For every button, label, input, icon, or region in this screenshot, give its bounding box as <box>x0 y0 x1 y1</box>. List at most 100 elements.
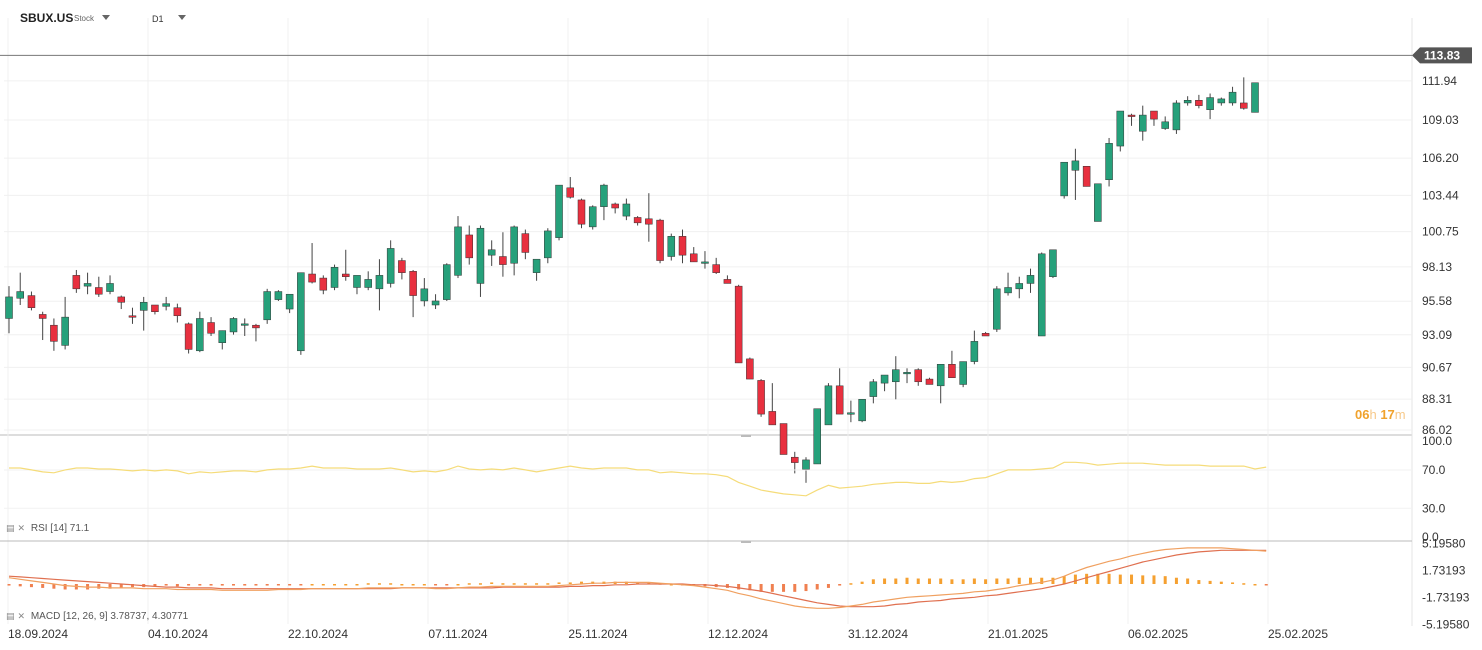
candle-body <box>914 369 922 383</box>
candle <box>375 259 384 311</box>
candle <box>409 269 417 318</box>
macd-histogram-bar <box>456 584 460 586</box>
candle-body <box>274 291 283 300</box>
candle-body <box>1015 283 1024 290</box>
macd-histogram-bar <box>916 578 920 584</box>
candle-body <box>835 385 844 415</box>
candle-body <box>544 230 552 259</box>
macd-values: 3.78737, 4.30771 <box>110 611 189 622</box>
candle-body <box>476 227 485 284</box>
interval-dropdown-chevron-down-icon[interactable] <box>178 15 186 20</box>
candle-body <box>712 264 720 273</box>
price-axis-label: 109.03 <box>1422 113 1459 127</box>
macd-histogram-bar <box>860 581 864 584</box>
candle <box>1094 183 1102 222</box>
candle-body <box>27 295 36 308</box>
candle <box>83 272 92 295</box>
candle <box>1105 137 1113 187</box>
candle-body <box>1127 114 1136 117</box>
macd-histogram-bar <box>187 584 191 586</box>
candle-body <box>611 203 619 209</box>
macd-axis-label: 1.73193 <box>1422 563 1466 577</box>
macd-histogram-bar <box>1197 580 1201 584</box>
macd-histogram-bar <box>243 584 247 586</box>
candle-body <box>61 316 69 346</box>
candle <box>476 225 485 297</box>
candle-body <box>151 304 159 312</box>
candle <box>5 286 13 334</box>
candle-body <box>948 364 956 378</box>
macd-settings-icon[interactable]: ▤ <box>6 611 15 621</box>
candle <box>319 275 328 295</box>
macd-histogram-bar <box>512 583 516 585</box>
macd-close-icon[interactable]: ✕ <box>17 611 26 621</box>
rsi-line <box>9 461 1267 497</box>
rsi-close-icon[interactable]: ✕ <box>17 523 26 533</box>
candle <box>1004 272 1012 296</box>
date-axis-label: 31.12.2024 <box>848 627 908 641</box>
macd-histogram-bar <box>1219 581 1223 584</box>
macd-histogram-bar <box>501 583 505 585</box>
candle <box>1217 97 1226 106</box>
candle-body <box>734 285 743 364</box>
date-axis-label: 07.11.2024 <box>428 627 487 641</box>
candle-body <box>791 456 799 463</box>
candle-body <box>577 199 586 225</box>
price-axis-label: 106.20 <box>1422 151 1459 165</box>
candle-body <box>689 253 698 263</box>
candle-body <box>240 323 249 326</box>
rsi-resize-handle[interactable] <box>741 435 751 437</box>
macd-histogram-bar <box>1141 575 1145 584</box>
candle <box>95 276 103 297</box>
candle-body <box>667 236 676 257</box>
macd-histogram-bar <box>1242 583 1246 585</box>
candle <box>128 307 137 324</box>
candle-body <box>95 287 103 295</box>
candle-body <box>1037 253 1046 337</box>
candle-body <box>858 399 866 422</box>
symbol-dropdown-chevron-down-icon[interactable] <box>102 15 110 20</box>
candle <box>510 225 518 276</box>
macd-axis-label: -1.73193 <box>1422 591 1470 605</box>
candle <box>1195 94 1203 109</box>
interval-selector[interactable]: D1 <box>152 14 164 24</box>
candle-body <box>981 333 990 337</box>
macd-resize-handle[interactable] <box>741 541 751 543</box>
candle-body <box>1060 161 1068 197</box>
candle <box>555 184 563 241</box>
candle <box>184 322 193 354</box>
macd-axis-label: 5.19580 <box>1422 536 1466 550</box>
candle <box>229 317 238 335</box>
candle <box>1015 276 1024 299</box>
candle <box>50 318 58 351</box>
candle <box>959 361 967 388</box>
macd-histogram-bar <box>1264 584 1268 586</box>
macd-histogram-bar <box>400 584 404 586</box>
candle <box>117 295 126 310</box>
candle-body <box>50 324 58 342</box>
candle-body <box>959 361 967 385</box>
symbol-type: Stock <box>74 14 95 23</box>
symbol-name[interactable]: SBUX.US <box>20 11 74 25</box>
macd-label: MACD <box>30 611 61 622</box>
candle <box>297 272 305 355</box>
candle-body <box>196 318 204 352</box>
candle <box>768 383 777 426</box>
date-axis-label: 04.10.2024 <box>148 627 208 641</box>
macd-histogram-bar <box>7 584 11 586</box>
date-axis-label: 06.02.2025 <box>1128 627 1188 641</box>
macd-histogram-bar <box>288 584 292 586</box>
macd-histogram-bar <box>871 579 875 584</box>
candle-body <box>83 283 92 287</box>
candle <box>779 423 788 455</box>
rsi-settings-icon[interactable]: ▤ <box>6 523 15 533</box>
macd-histogram-bar <box>130 584 134 588</box>
candle <box>27 291 36 311</box>
candle <box>420 278 429 307</box>
candle-body <box>5 296 13 319</box>
candle <box>499 232 507 277</box>
candle-body <box>218 330 227 343</box>
candle-body <box>1195 100 1203 106</box>
candle <box>880 374 889 392</box>
